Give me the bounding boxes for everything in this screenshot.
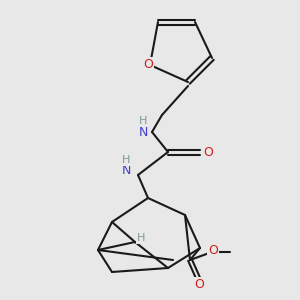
Text: N: N [121, 164, 131, 178]
Text: O: O [194, 278, 204, 292]
Text: O: O [143, 58, 153, 71]
Text: H: H [139, 116, 147, 126]
Text: H: H [122, 155, 130, 165]
Text: N: N [138, 125, 148, 139]
Text: O: O [208, 244, 218, 257]
Text: O: O [203, 146, 213, 158]
Text: H: H [137, 233, 145, 243]
